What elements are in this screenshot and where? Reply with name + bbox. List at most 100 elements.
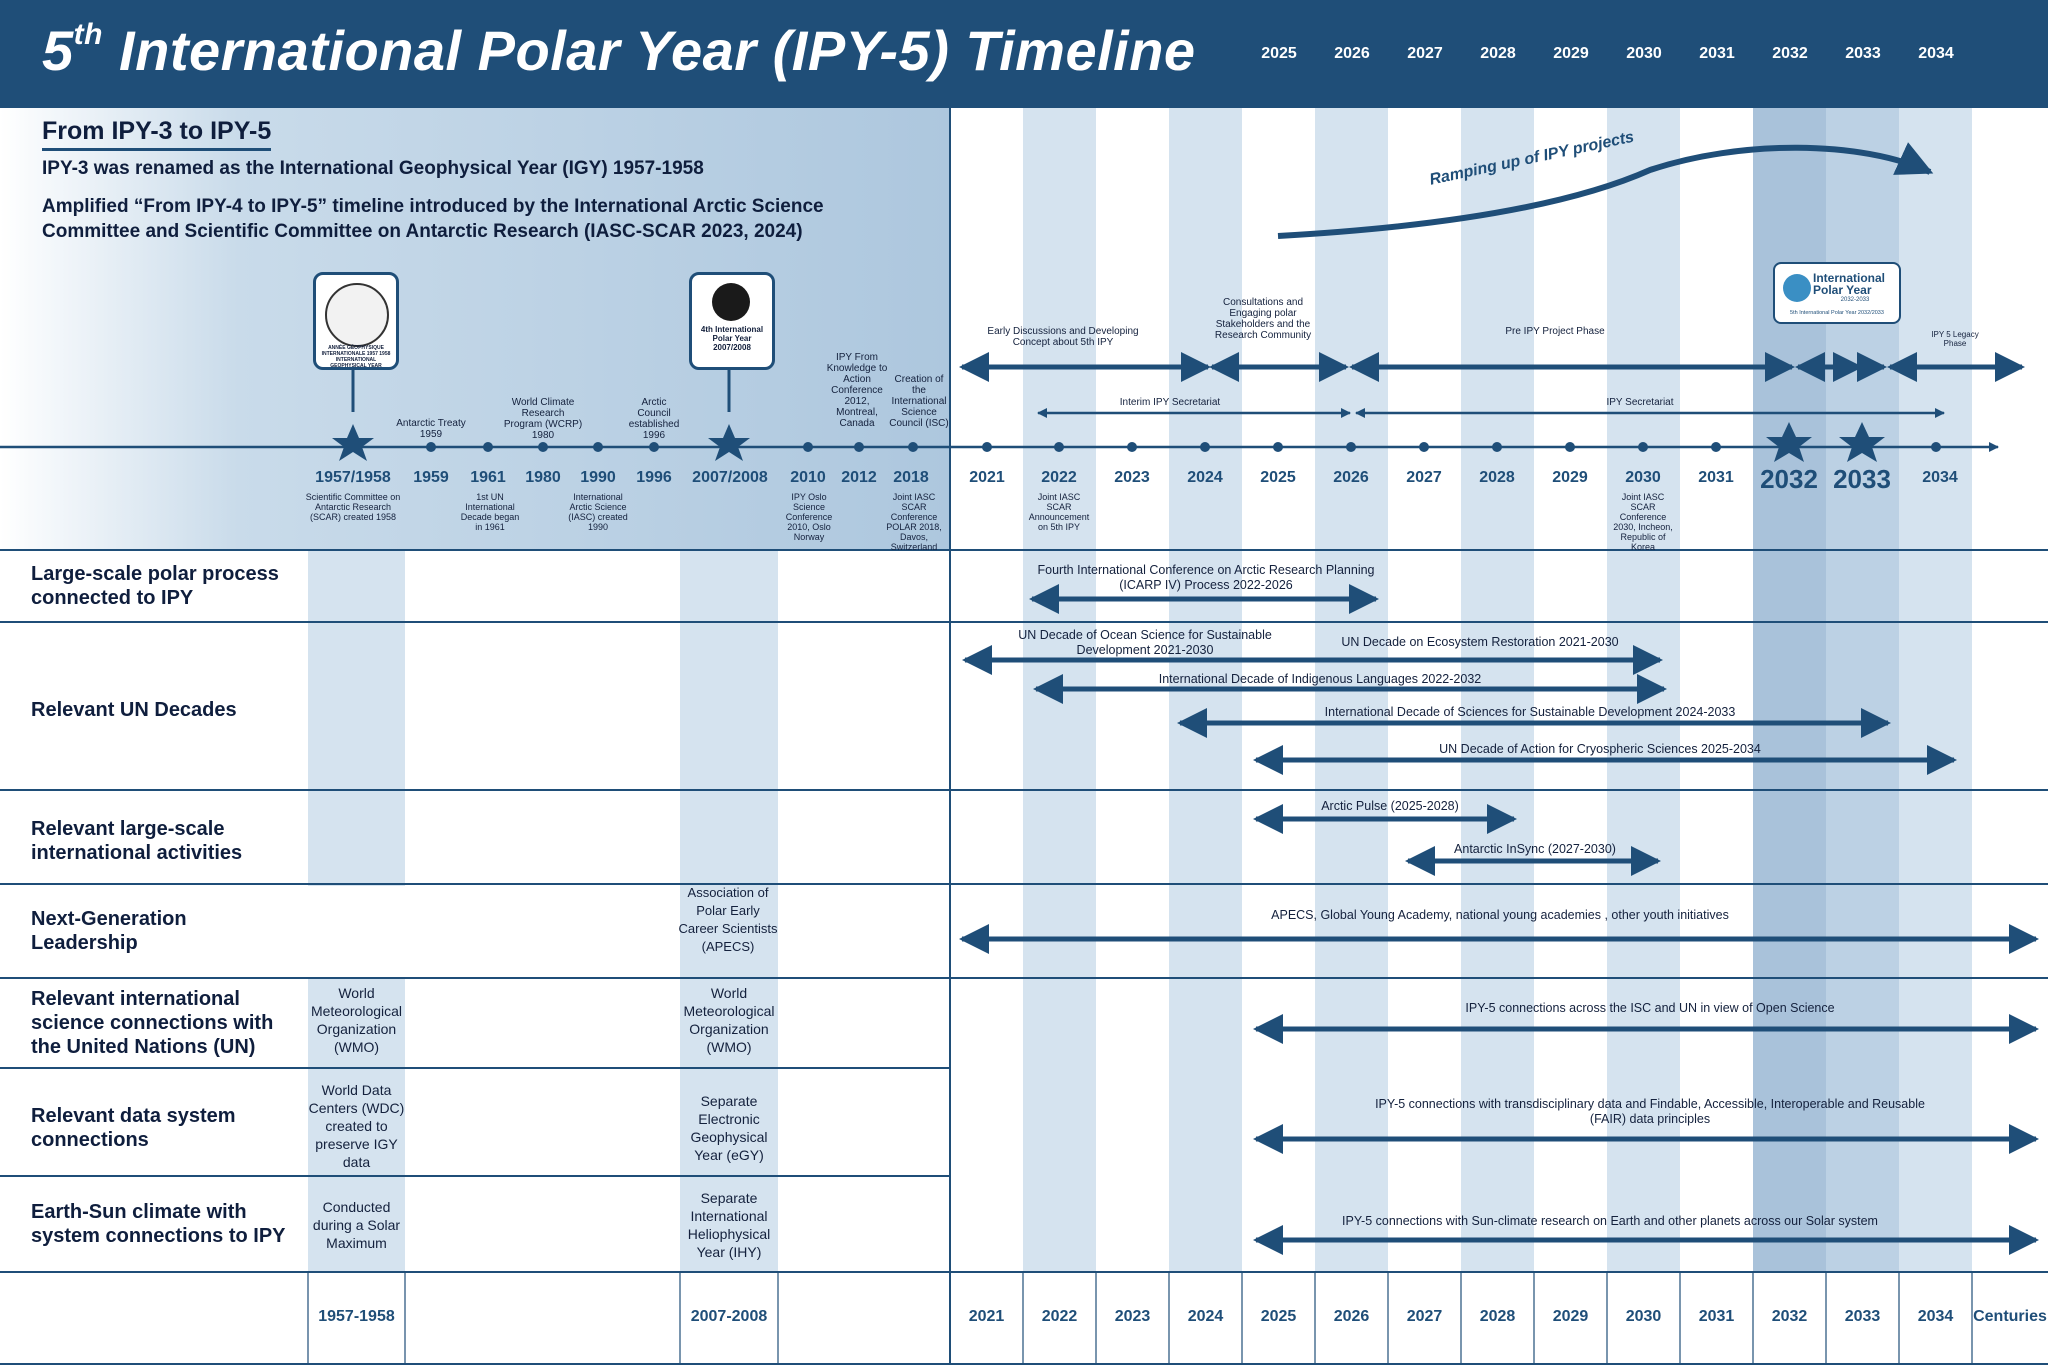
band-2007 [680,550,778,1272]
dot-1961 [483,442,493,452]
tl-year-2028: 2028 [1479,469,1515,486]
footer-year: 2031 [1698,1308,1735,1325]
tl-year-2021: 2021 [969,469,1005,486]
row-label-large-scale: Large-scale polar process connected to I… [31,563,279,609]
label-indigenous: International Decade of Indigenous Langu… [1158,672,1482,686]
footer-year-1957: 1957-1958 [318,1308,395,1325]
label-un-science: IPY-5 connections across the ISC and UN … [1465,1001,1835,1015]
dot-2023 [1127,442,1137,452]
dot-1996 [649,442,659,452]
label-ecosystem-decade: UN Decade on Ecosystem Restoration 2021-… [1341,635,1619,649]
band-1957 [308,550,405,886]
footer-year: 2029 [1552,1308,1589,1325]
label-apecs: APECS, Global Young Academy, national yo… [1271,908,1729,922]
row-label-data-systems: Relevant data system connections [31,1105,236,1151]
footer-year: 2034 [1917,1308,1954,1325]
dot-2026 [1346,442,1356,452]
dot-2022 [1054,442,1064,452]
tl-year-1959: 1959 [413,469,449,486]
dot-2021 [982,442,992,452]
intro-heading: From IPY-3 to IPY-5 [42,117,272,151]
footer-year: 2030 [1625,1308,1662,1325]
label-sciences-decade: International Decade of Sciences for Sus… [1324,705,1736,719]
row-label-un-decades: Relevant UN Decades [31,699,237,721]
dot-2034 [1931,442,1941,452]
cell-solar-1957: Conducted during a Solar Maximum [312,1199,401,1251]
tl-year-1990: 1990 [580,469,616,486]
header-year: 2027 [1407,45,1443,62]
dot-2027 [1419,442,1429,452]
dot-2030 [1638,442,1648,452]
event-un-decade: 1st UN International Decade began in 196… [460,492,520,532]
star-2007 [708,424,750,461]
dot-1959 [426,442,436,452]
dot-2025 [1273,442,1283,452]
tl-year-1957: 1957/1958 [315,469,391,486]
row-label-intl-activities: Relevant large-scale international activ… [31,818,243,864]
event-interim-secretariat: Interim IPY Secretariat [1119,397,1221,408]
tl-year-2024: 2024 [1187,469,1223,486]
footer-year: 2033 [1844,1308,1881,1325]
cell-ihy-2007: Separate International Heliophysical Yea… [687,1190,771,1260]
footer-year: 2023 [1114,1308,1151,1325]
page-title: 5th International Polar Year (IPY-5) Tim… [42,18,1196,82]
tl-year-2033: 2033 [1833,464,1891,494]
tl-year-2022: 2022 [1041,469,1077,486]
event-secretariat: IPY Secretariat [1606,397,1674,408]
ipy4-logo-callout: 4th International Polar Year 2007/2008 [689,272,775,370]
event-consultations: Consultations and Engaging polar Stakeho… [1214,297,1312,341]
header-year: 2034 [1918,45,1954,62]
historical-gradient-panel [0,108,950,550]
dot-2010 [803,442,813,452]
tl-year-2025: 2025 [1260,469,1296,486]
footer-year: 2024 [1187,1308,1224,1325]
tl-year-1961: 1961 [470,469,506,486]
header-bar [0,0,2048,108]
star-2033 [1839,422,1885,462]
header-year: 2030 [1626,45,1662,62]
footer-centuries: Centuries [1973,1308,2047,1325]
header-year: 2025 [1261,45,1297,62]
cell-apecs-2007: Association of Polar Early Career Scient… [678,885,778,954]
band-1957-lower [308,978,405,1272]
tl-year-2007: 2007/2008 [692,469,768,486]
igy-logo-text: ANNÉE GÉOPHYSIQUE INTERNATIONALE 1957 19… [321,345,391,369]
event-joint2022: Joint IASC SCAR Announcement on 5th IPY [1028,492,1090,532]
tl-year-2012: 2012 [841,469,877,486]
event-early-discussions: Early Discussions and Developing Concept… [987,326,1139,348]
row-label-earth-sun: Earth-Sun climate with system connection… [31,1201,286,1247]
header-year: 2029 [1553,45,1589,62]
dot-2018 [908,442,918,452]
ipy5-logo-sub: 5th International Polar Year 2032/2033 [1790,310,1884,316]
tl-year-2026: 2026 [1333,469,1369,486]
footer-year-2007: 2007-2008 [690,1308,768,1325]
header-year: 2026 [1334,45,1370,62]
label-icarp: Fourth International Conference on Arcti… [1037,563,1375,592]
star-2032 [1766,422,1812,462]
ramping-curve [1277,142,1934,239]
label-arctic-pulse: Arctic Pulse (2025-2028) [1321,799,1459,813]
ipy5-logo-badge: International Polar Year 2032-2033 5th I… [1773,262,1901,324]
footer-year: 2021 [968,1308,1005,1325]
ipy5-globe-icon [1783,274,1811,302]
tl-year-1996: 1996 [636,469,672,486]
footer-year: 2027 [1406,1308,1443,1325]
tl-year-2010: 2010 [790,469,826,486]
igy-logo-callout: ANNÉE GÉOPHYSIQUE INTERNATIONALE 1957 19… [313,272,399,370]
star-1957 [332,424,374,461]
event-isc: Creation of the International Science Co… [889,374,949,429]
event-joint2030: Joint IASC SCAR Conference 2030, Incheon… [1613,492,1673,552]
event-antarctic-treaty: Antarctic Treaty 1959 [396,418,466,440]
header-year: 2032 [1772,45,1808,62]
tl-year-2032: 2032 [1760,464,1818,494]
ipy5-logo-years: 2032-2033 [1840,297,1870,303]
tl-year-2029: 2029 [1552,469,1588,486]
dot-2029 [1565,442,1575,452]
footer-year: 2028 [1479,1308,1516,1325]
event-ipy-knowledge: IPY From Knowledge to Action Conference … [826,352,888,429]
event-oslo: IPY Oslo Science Conference 2010, Oslo N… [785,492,833,542]
dot-2024 [1200,442,1210,452]
tl-year-2031: 2031 [1698,469,1734,486]
cell-egy-2007: Separate Electronic Geophysical Year (eG… [690,1093,768,1163]
